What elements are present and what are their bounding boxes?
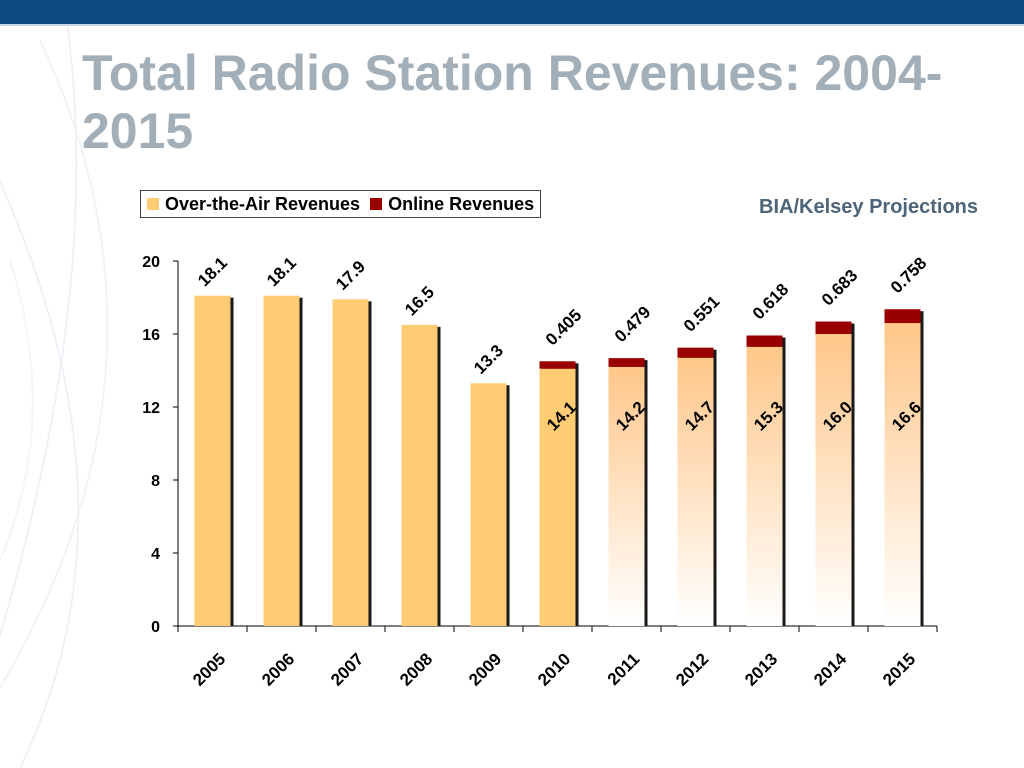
data-label-over-the-air-2009: 13.3 [470, 341, 507, 378]
y-tick-label: 16 [142, 327, 160, 344]
data-label-online-2011: 0.479 [611, 302, 655, 346]
x-tick-label-2014: 2014 [810, 649, 851, 690]
x-tick-label-2009: 2009 [465, 649, 505, 689]
x-tick-label-2006: 2006 [258, 649, 298, 689]
x-tick-label-2010: 2010 [534, 649, 574, 689]
x-tick-label-2013: 2013 [741, 649, 781, 689]
x-tick-label-2012: 2012 [672, 649, 712, 689]
x-tick-label-2007: 2007 [327, 649, 367, 689]
y-tick-label: 0 [151, 619, 160, 636]
data-label-online-2014: 0.683 [818, 266, 862, 310]
bar-online-2012 [677, 347, 714, 358]
x-tick-label-2011: 2011 [604, 649, 644, 689]
legend-label-over-the-air: Over-the-Air Revenues [165, 193, 361, 214]
bar-over-the-air-2014 [815, 334, 852, 626]
bar-over-the-air-2009 [470, 383, 507, 626]
data-label-over-the-air-2008: 16.5 [401, 283, 438, 320]
bar-online-2013 [746, 335, 783, 347]
bar-over-the-air-2011 [608, 366, 645, 626]
y-tick-label: 20 [142, 254, 160, 271]
chart-subtitle: BIA/Kelsey Projections [759, 196, 978, 218]
bar-over-the-air-2015 [884, 323, 921, 626]
bar-online-2010 [539, 361, 576, 369]
data-label-over-the-air-2007: 17.9 [332, 257, 369, 294]
bar-online-2011 [608, 358, 645, 367]
y-tick-label: 4 [151, 546, 160, 563]
legend-swatch-over-the-air [147, 198, 159, 210]
bar-over-the-air-2005 [194, 295, 231, 626]
data-label-online-2012: 0.551 [680, 292, 724, 336]
data-label-over-the-air-2006: 18.1 [263, 253, 300, 290]
header-divider [0, 24, 1024, 26]
bar-over-the-air-2006 [263, 295, 300, 626]
legend-label-online: Online Revenues [388, 193, 535, 214]
slide-title: Total Radio Station Revenues: 2004-2015 [82, 45, 943, 159]
bar-over-the-air-2012 [677, 357, 714, 626]
data-label-over-the-air-2005: 18.1 [194, 253, 231, 290]
data-label-online-2010: 0.405 [542, 306, 586, 350]
bar-over-the-air-2013 [746, 346, 783, 626]
chart-legend: Over-the-Air Revenues Online Revenues [140, 190, 542, 218]
y-tick-label: 8 [151, 473, 160, 490]
legend-swatch-online [370, 198, 383, 210]
bar-online-2014 [815, 321, 852, 334]
y-tick-label: 12 [142, 400, 160, 417]
legend-item-online: Online Revenues [370, 194, 534, 215]
x-tick-label-2015: 2015 [879, 649, 919, 689]
bar-over-the-air-2007 [332, 299, 369, 626]
legend-item-over-the-air: Over-the-Air Revenues [147, 194, 360, 215]
x-tick-label-2005: 2005 [189, 649, 229, 689]
header-bar [0, 0, 1024, 24]
data-label-online-2013: 0.618 [749, 280, 793, 324]
bar-over-the-air-2010 [539, 368, 576, 626]
data-label-online-2015: 0.758 [887, 254, 931, 298]
bar-over-the-air-2008 [401, 324, 438, 626]
x-tick-label-2008: 2008 [396, 649, 436, 689]
bar-online-2015 [884, 309, 921, 324]
